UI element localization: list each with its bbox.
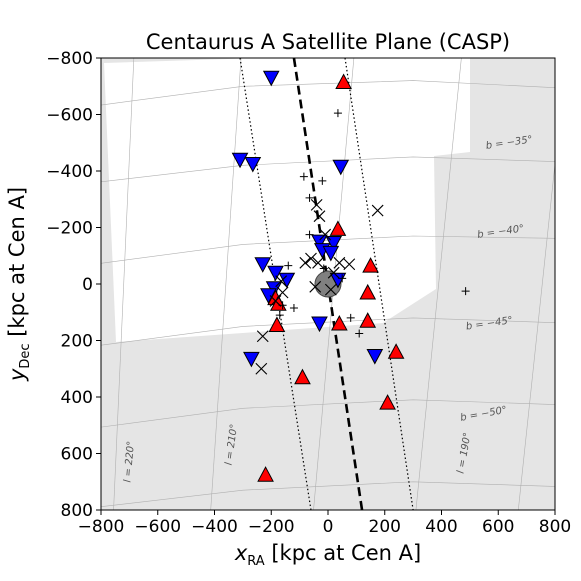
x-marker — [299, 256, 312, 269]
survey-footprint — [104, 58, 470, 342]
y-tick-label: 200 — [61, 332, 93, 352]
grid-line — [101, 317, 555, 346]
y-axis-ticks: −800 −600 −400 −200 0 200 400 600 800 — [46, 49, 101, 521]
triangle-up-marker — [362, 257, 379, 273]
x-tick-label: −600 — [134, 517, 181, 537]
x-marker — [256, 330, 269, 343]
triangle-down-marker — [278, 272, 296, 289]
triangle-up-marker — [268, 316, 286, 332]
plus-marker — [299, 172, 308, 181]
plus-marker — [278, 301, 287, 310]
triangle-up-marker — [387, 343, 405, 359]
plane-bound-line — [344, 58, 414, 510]
x-marker — [276, 286, 289, 299]
grid-line — [101, 80, 555, 106]
plus-marker — [275, 311, 284, 320]
grid-line — [101, 399, 555, 428]
x-tick-label: −800 — [78, 517, 125, 537]
plus-marker — [333, 109, 342, 118]
y-tick-label: 800 — [61, 501, 93, 521]
y-tick-label: 0 — [82, 275, 93, 295]
triangle-up-marker — [359, 312, 377, 328]
y-tick-label: −400 — [46, 162, 93, 182]
x-marker — [313, 210, 326, 223]
triangle-down-marker — [254, 257, 272, 273]
y-tick-label: −200 — [46, 219, 93, 239]
x-marker — [255, 362, 268, 375]
triangle-up-marker — [257, 466, 274, 482]
x-marker — [324, 283, 337, 296]
triangle-up-marker — [359, 283, 377, 300]
plus-marker — [319, 264, 328, 273]
x-marker — [275, 275, 288, 288]
x-tick-label: −200 — [248, 517, 295, 537]
triangle-down-marker — [322, 245, 340, 262]
triangle-down-marker — [332, 159, 350, 176]
plus-marker — [461, 287, 470, 296]
y-axis-label: yDec [kpc at Cen A] — [5, 187, 33, 382]
grid-line — [210, 58, 242, 510]
plus-marker — [305, 230, 314, 239]
x-axis-label: xRA [kpc at Cen A] — [234, 541, 421, 569]
chart-title: Centaurus A Satellite Plane (CASP) — [146, 30, 510, 54]
x-tick-label: 200 — [369, 517, 401, 537]
x-marker — [312, 256, 324, 269]
x-tick-label: 600 — [482, 517, 514, 537]
triangle-up-marker — [379, 394, 396, 410]
triangle-down-marker — [311, 234, 328, 251]
plus-marker — [284, 261, 293, 270]
x-marker — [269, 295, 282, 307]
x-tick-label: 800 — [539, 517, 571, 537]
x-marker — [327, 266, 340, 279]
plus-marker — [289, 304, 298, 313]
x-marker — [319, 228, 332, 241]
grid-line — [101, 481, 555, 508]
y-tick-label: −600 — [46, 106, 93, 126]
triangle-down-marker — [311, 316, 328, 333]
grid-line — [113, 58, 135, 510]
triangle-down-marker — [243, 351, 260, 368]
triangle-down-marker — [329, 272, 347, 289]
y-tick-label: 400 — [61, 388, 93, 408]
x-marker — [343, 258, 356, 271]
x-tick-label: −400 — [191, 517, 238, 537]
x-marker — [309, 280, 322, 293]
triangle-up-marker — [294, 368, 311, 385]
x-marker — [333, 256, 346, 269]
triangle-down-marker — [231, 152, 249, 169]
triangle-down-marker — [366, 349, 384, 365]
grid-line — [517, 160, 555, 510]
y-tick-label: 600 — [61, 445, 93, 465]
triangle-down-marker — [260, 288, 277, 304]
x-axis-ticks: −800 −600 −400 −200 0 200 400 600 800 — [78, 510, 571, 537]
grid-label: l = 220° — [122, 441, 137, 483]
grid-line — [101, 156, 555, 183]
plus-marker — [346, 313, 355, 322]
y-tick-label: −800 — [46, 49, 93, 69]
grid-line — [415, 58, 462, 510]
x-marker — [310, 199, 323, 211]
x-tick-label: 400 — [425, 517, 457, 537]
plus-marker — [305, 193, 314, 202]
satellite-markers — [231, 70, 470, 482]
x-tick-label: 0 — [323, 517, 334, 537]
plot-area: b = −35°b = −40°b = −45°b = −50°l = 220°… — [101, 58, 555, 510]
plus-marker — [338, 274, 347, 283]
plus-marker — [355, 329, 364, 338]
triangle-up-marker — [331, 314, 348, 331]
plus-marker — [318, 176, 327, 185]
x-marker — [371, 204, 384, 217]
triangle-down-marker — [244, 156, 262, 173]
x-marker — [305, 252, 317, 265]
triangle-down-marker — [262, 70, 280, 87]
triangle-up-marker — [335, 73, 352, 90]
triangle-up-marker — [329, 220, 347, 236]
